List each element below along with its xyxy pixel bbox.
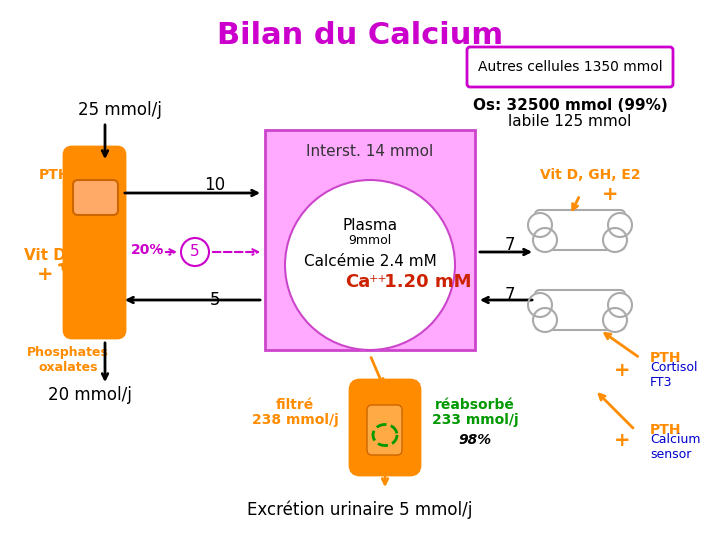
FancyBboxPatch shape [350, 380, 420, 475]
Text: +: + [602, 186, 618, 205]
Text: Calcémie 2.4 mM: Calcémie 2.4 mM [304, 254, 436, 269]
Text: 20 mmol/j: 20 mmol/j [48, 386, 132, 404]
Text: 20%: 20% [131, 243, 165, 257]
Text: Ca: Ca [345, 273, 370, 291]
Text: Vit D: Vit D [24, 247, 66, 262]
FancyBboxPatch shape [265, 130, 475, 350]
FancyBboxPatch shape [64, 147, 125, 338]
Text: filtré: filtré [276, 398, 314, 412]
Circle shape [181, 238, 209, 266]
Text: 9mmol: 9mmol [348, 233, 392, 246]
Text: 1.20 mM: 1.20 mM [378, 273, 472, 291]
Circle shape [608, 213, 632, 237]
Text: réabsorbé: réabsorbé [435, 398, 515, 412]
FancyBboxPatch shape [367, 405, 402, 455]
Circle shape [285, 180, 455, 350]
FancyBboxPatch shape [467, 47, 673, 87]
Text: +: + [613, 430, 630, 449]
Text: PTH: PTH [650, 423, 682, 437]
FancyBboxPatch shape [73, 180, 118, 215]
Text: ++: ++ [369, 274, 388, 284]
Text: Os: 32500 mmol (99%): Os: 32500 mmol (99%) [472, 98, 667, 112]
Circle shape [528, 293, 552, 317]
Text: 5: 5 [190, 245, 200, 260]
Circle shape [608, 293, 632, 317]
Circle shape [603, 308, 627, 332]
Text: Cortisol
FT3: Cortisol FT3 [650, 361, 698, 389]
Text: -: - [155, 240, 162, 260]
Circle shape [528, 213, 552, 237]
Text: 5: 5 [210, 291, 220, 309]
Text: Interst. 14 mmol: Interst. 14 mmol [307, 145, 433, 159]
Text: +: + [613, 361, 630, 380]
Text: 233 mmol/j: 233 mmol/j [432, 413, 518, 427]
Text: Calcium
sensor: Calcium sensor [650, 433, 701, 461]
Text: +: + [37, 266, 53, 285]
FancyBboxPatch shape [535, 290, 625, 330]
Text: 10: 10 [204, 176, 225, 194]
Text: 25 mmol/j: 25 mmol/j [78, 101, 162, 119]
Text: Vit D, GH, E2: Vit D, GH, E2 [540, 168, 640, 182]
FancyBboxPatch shape [535, 210, 625, 250]
Text: 98%: 98% [459, 433, 492, 447]
Text: 7: 7 [505, 236, 516, 254]
Text: Bilan du Calcium: Bilan du Calcium [217, 21, 503, 50]
Circle shape [533, 308, 557, 332]
Text: Excrétion urinaire 5 mmol/j: Excrétion urinaire 5 mmol/j [247, 501, 473, 519]
Circle shape [533, 228, 557, 252]
Text: Phosphates
oxalates: Phosphates oxalates [27, 346, 109, 374]
Text: 7: 7 [505, 286, 516, 304]
Text: 238 mmol/j: 238 mmol/j [251, 413, 338, 427]
Text: labile 125 mmol: labile 125 mmol [508, 114, 631, 130]
Text: PTH: PTH [40, 168, 71, 182]
Text: PTH: PTH [650, 351, 682, 365]
Text: Plasma: Plasma [343, 218, 397, 233]
Circle shape [603, 228, 627, 252]
Text: Autres cellules 1350 mmol: Autres cellules 1350 mmol [477, 60, 662, 74]
